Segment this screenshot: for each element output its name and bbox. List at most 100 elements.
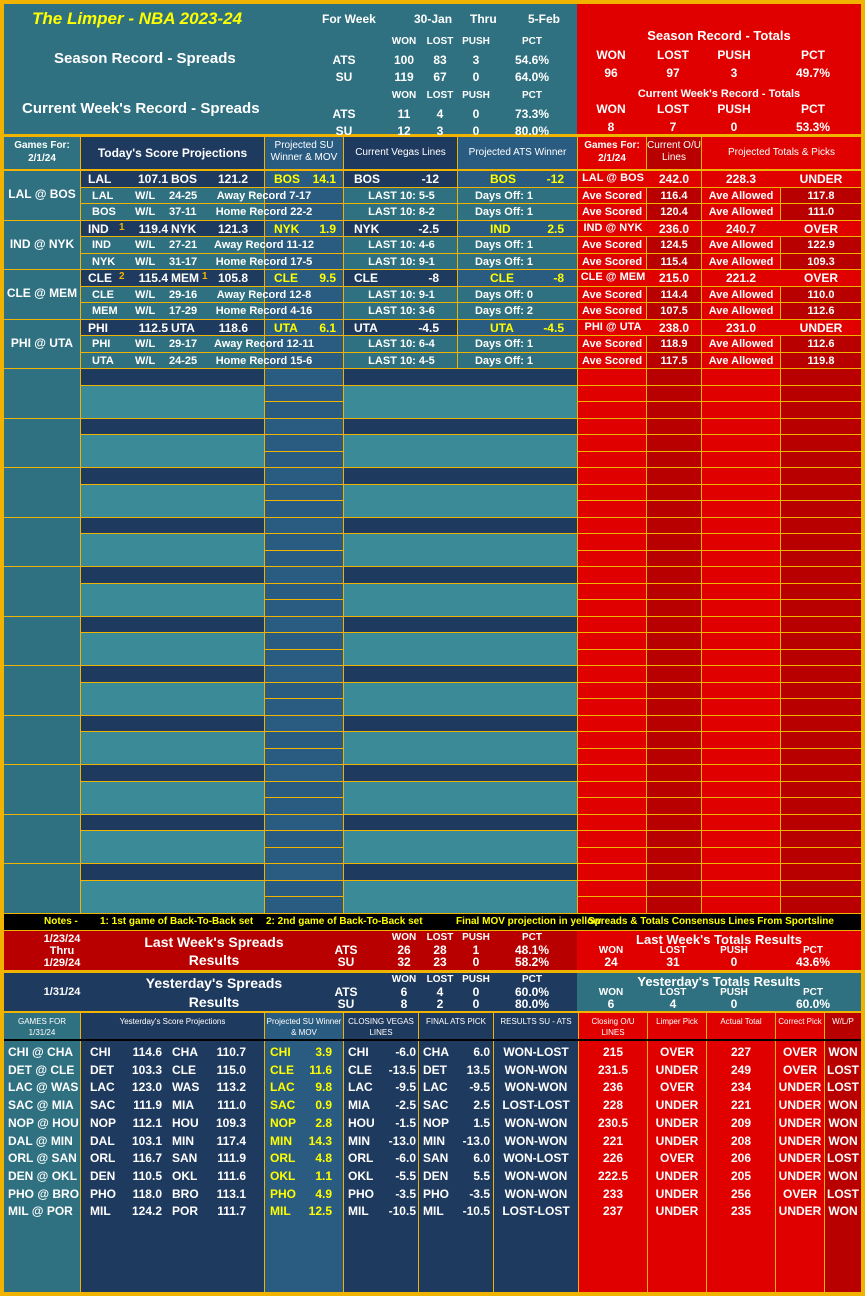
empty-bg (781, 814, 861, 830)
y-away: MIL (90, 1204, 111, 1219)
empty-bg (578, 699, 646, 715)
col-header-pct: PCT (522, 36, 542, 47)
for-week-label: For Week (322, 12, 376, 26)
empty-bg (647, 781, 701, 797)
stat-value: 2 (436, 997, 444, 1011)
empty-bg (81, 385, 264, 418)
col-header-pct: PCT (522, 90, 542, 101)
y-wlp: LOST (827, 1151, 859, 1166)
y-actual-total: 234 (730, 1080, 752, 1095)
empty-bg (702, 699, 780, 715)
ou-header-bg (578, 171, 701, 187)
empty-bg (781, 847, 861, 863)
ave-allowed: 109.3 (807, 255, 835, 268)
stat-bg (458, 286, 577, 302)
empty-bg (647, 402, 701, 418)
col-header-push: PUSH (462, 90, 490, 101)
stat-bg (647, 204, 701, 220)
y-matchup: DET @ CLE (8, 1062, 75, 1077)
empty-bg (578, 798, 646, 814)
y-home: CLE (172, 1062, 196, 1077)
ave-scored-label: Ave Scored (581, 354, 643, 367)
stat-bg (81, 237, 264, 253)
y-su-winner: SAC (270, 1098, 296, 1113)
team-abbr: LAL (92, 189, 114, 202)
empty-bg (781, 781, 861, 797)
empty-bg (647, 798, 701, 814)
empty-bg (702, 633, 780, 649)
y-ou-line: 237 (602, 1204, 624, 1219)
su-bg (265, 220, 343, 236)
stat-bg (702, 253, 780, 269)
away-b2b-marker: 2 (119, 271, 125, 282)
empty-bg (578, 435, 646, 451)
y-ats-line: 6.0 (473, 1045, 490, 1059)
y-actual-total: 249 (730, 1062, 752, 1077)
last-10: LAST 10: 3-6 (368, 305, 435, 317)
vegas-line: -12 (421, 172, 439, 186)
yesterday-date: 1/31/24 (43, 986, 81, 998)
y-actual-total: 235 (730, 1204, 752, 1219)
empty-bg (578, 402, 646, 418)
y-ats-team: LAC (423, 1080, 448, 1095)
y-header-7: Limper Pick (656, 1017, 698, 1026)
stat-bg (81, 303, 264, 319)
y-wlp: LOST (827, 1186, 859, 1201)
y-limper-pick: UNDER (655, 1115, 699, 1130)
stat-bg (81, 204, 264, 220)
team-record: 31-17 (169, 255, 198, 268)
empty-bg (344, 880, 577, 913)
y-ats-team: PHO (423, 1186, 450, 1201)
empty-bg (344, 567, 577, 583)
stat-bg (781, 336, 861, 352)
empty-bg (81, 682, 264, 715)
empty-bg (265, 798, 343, 814)
empty-bg (647, 864, 701, 880)
empty-bg (81, 369, 264, 385)
stat-bg (344, 352, 457, 368)
empty-bg (265, 468, 343, 484)
y-su-winner: CLE (270, 1062, 294, 1077)
stat-value: 73.3% (514, 107, 550, 121)
team-abbr: MEM (92, 305, 118, 317)
empty-bg (702, 385, 780, 401)
home-team: NYK (171, 221, 197, 236)
y-ou-line: 230.5 (597, 1115, 629, 1130)
empty-bg (578, 847, 646, 863)
y-result: WON-WON (504, 1168, 568, 1183)
row-label-su: SU (335, 124, 353, 138)
yesterday-totals-panel: Yesterday's Totals Results WON LOST PUSH PC… (577, 973, 861, 1011)
y-ou-line: 233 (602, 1186, 624, 1201)
y-home: HOU (172, 1115, 199, 1130)
empty-bg (647, 418, 701, 434)
ave-allowed-label: Ave Allowed (708, 206, 774, 218)
ave-scored: 115.4 (660, 255, 688, 268)
empty-bg (781, 633, 861, 649)
y-ou-line: 226 (602, 1151, 624, 1166)
days-off: Days Off: 2 (474, 305, 534, 317)
y-vegas-team: MIL (348, 1204, 369, 1219)
stat-bg (81, 187, 264, 203)
empty-bg (265, 484, 343, 500)
away-home-record: Home Record 4-16 (215, 305, 313, 317)
y-ats-line: 2.5 (473, 1098, 490, 1113)
game-header-bg (81, 220, 264, 236)
vegas-team: NYK (354, 221, 380, 236)
y-vegas-line: -6.0 (395, 1151, 416, 1166)
week-thru: Thru (470, 12, 497, 26)
stat-value: 64.0% (514, 70, 550, 84)
empty-bg (578, 501, 646, 517)
empty-bg (578, 468, 646, 484)
stat-bg (81, 336, 264, 352)
y-away-score: 103.1 (131, 1133, 162, 1148)
y-ats-line: -3.5 (469, 1186, 490, 1201)
totals-value: 3 (730, 66, 738, 80)
y-header-3: CLOSING VEGAS LINES (348, 1017, 414, 1037)
empty-bg (702, 864, 780, 880)
total-pick: OVER (803, 271, 838, 285)
y-correct-pick: UNDER (778, 1080, 822, 1095)
last-10: LAST 10: 9-1 (368, 255, 435, 268)
yesterday-spreads-panel: 1/31/24 Yesterday's Spreads Results WON L… (4, 973, 577, 1011)
empty-bg (781, 517, 861, 533)
y-su-mov: 2.8 (315, 1115, 332, 1130)
